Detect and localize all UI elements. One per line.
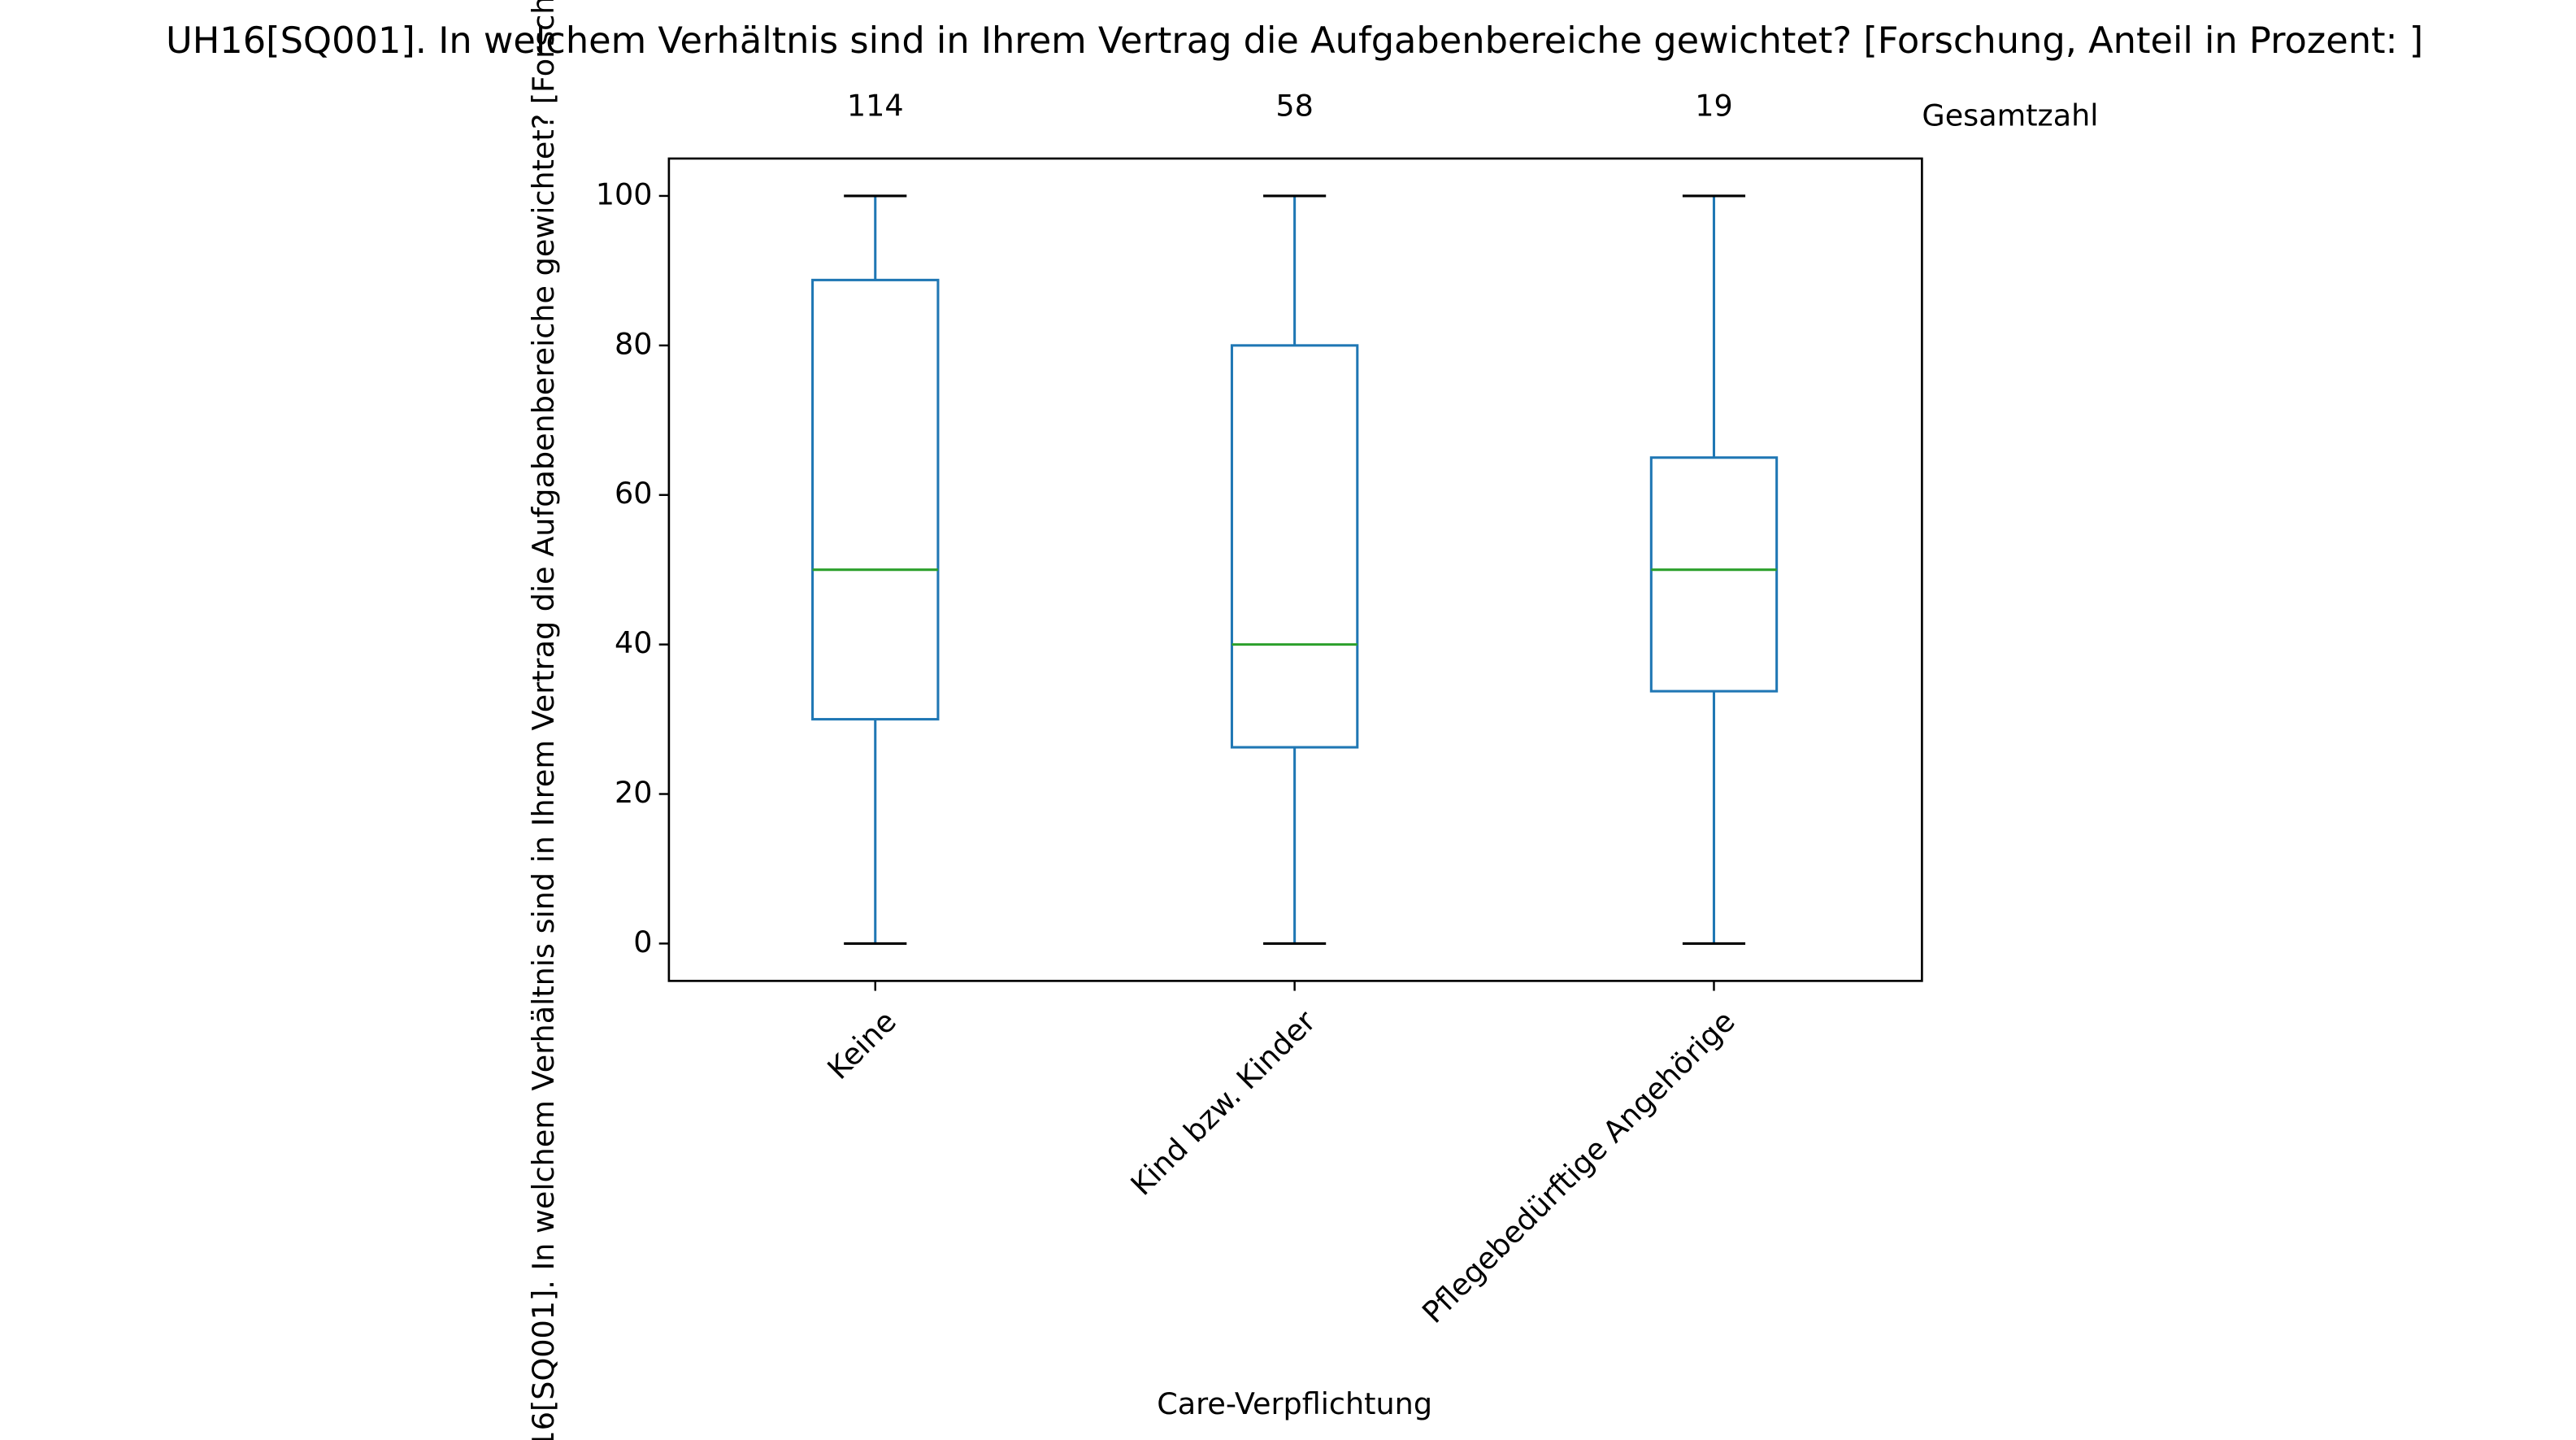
- y-tick-label: 80: [615, 326, 653, 361]
- x-axis-label: Care-Verpflichtung: [1157, 1386, 1432, 1421]
- count-label: 58: [1275, 89, 1314, 124]
- y-tick-label: 20: [615, 775, 653, 810]
- y-tick-label: 0: [633, 924, 652, 959]
- box: [1230, 344, 1359, 749]
- y-tick-label: 100: [596, 176, 653, 211]
- count-label: 19: [1695, 89, 1733, 124]
- y-axis-label: UH16[SQ001]. In welchem Verhältnis sind …: [526, 0, 561, 1440]
- box: [1649, 456, 1779, 693]
- chart-title: UH16[SQ001]. In welchem Verhältnis sind …: [166, 20, 2423, 62]
- count-label: 114: [847, 89, 904, 124]
- y-tick-label: 40: [615, 625, 653, 660]
- counts-label: Gesamtzahl: [1922, 98, 2098, 133]
- y-tick-label: 60: [615, 476, 653, 511]
- box: [811, 278, 940, 721]
